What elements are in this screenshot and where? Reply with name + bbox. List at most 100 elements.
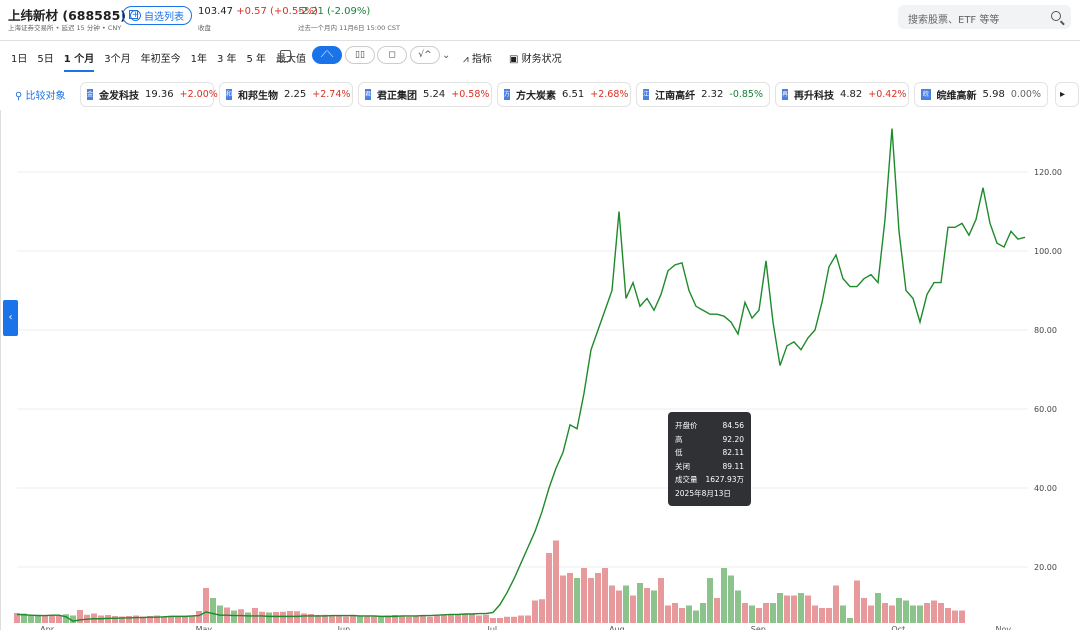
volume-bar: [259, 611, 265, 623]
line-chart-button[interactable]: ⟋⟍: [312, 46, 342, 64]
volume-bar: [399, 616, 405, 623]
search-input[interactable]: 搜索股票、ETF 等等: [898, 5, 1071, 29]
volume-bar: [553, 540, 559, 623]
compare-chip[interactable]: 金金发科技 19.36 +2.00%: [80, 82, 218, 107]
volume-bar: [840, 605, 846, 623]
period-change: -2.21 (-2.09%): [298, 6, 371, 17]
scroll-right-button[interactable]: ▸: [1055, 82, 1079, 107]
volume-bar: [511, 616, 517, 623]
volume-bar: [112, 616, 118, 623]
range-tab[interactable]: 1年: [190, 54, 207, 65]
volume-bar: [56, 615, 62, 623]
chevron-down-icon[interactable]: ⌄: [442, 50, 451, 61]
compare-chip[interactable]: 再再升科技 4.82 +0.42%: [775, 82, 909, 107]
x-tick-label: Jul: [486, 625, 497, 630]
volume-bar: [476, 615, 482, 623]
price-chart[interactable]: 20.00 40.00 60.00 80.00 100.00 120.00 Apr May Ju…: [0, 110, 1080, 630]
volume-bar: [644, 588, 650, 623]
compare-chip[interactable]: 和和邦生物 2.25 +2.74%: [219, 82, 353, 107]
y-tick-label: 60.00: [1034, 405, 1057, 414]
period-caption: 过去一个月内 11月6日 15:00 CST: [298, 24, 400, 32]
volume-bar: [749, 605, 755, 623]
volume-bar: [742, 603, 748, 623]
volume-bar: [560, 575, 566, 623]
calendar-icon[interactable]: [280, 50, 291, 62]
volume-bar: [434, 615, 440, 623]
collapse-left-button[interactable]: ‹: [3, 300, 18, 336]
x-tick-label: Oct: [891, 625, 905, 630]
volume-bar: [175, 616, 181, 623]
volume-bar: [959, 610, 965, 623]
volume-bar: [826, 608, 832, 623]
financials-button[interactable]: ▣ 财务状况: [509, 54, 562, 65]
volume-bar: [14, 613, 20, 623]
stock-badge-icon: 江: [643, 89, 650, 100]
volume-bar: [357, 615, 363, 623]
volume-bar: [931, 600, 937, 623]
stock-badge-icon: 方: [504, 89, 511, 100]
plus-icon: +: [130, 10, 141, 21]
compare-chip[interactable]: 方方大炭素 6.51 +2.68%: [497, 82, 631, 107]
volume-bar: [665, 605, 671, 623]
price-block: 103.47 +0.57 (+0.55%): [198, 6, 318, 17]
volume-bar: [707, 578, 713, 623]
volume-bar: [882, 603, 888, 623]
volume-bar: [847, 618, 853, 623]
x-tick-label: Sep: [751, 625, 766, 630]
exchange-info: 上海证券交易所 • 延迟 15 分钟 • CNY: [8, 24, 122, 32]
volume-bar: [819, 608, 825, 623]
range-tab[interactable]: 3个月: [104, 54, 131, 65]
range-tab[interactable]: 1 个月: [63, 50, 95, 72]
volume-bar: [217, 605, 223, 623]
volume-bar: [350, 614, 356, 623]
area-chart-button[interactable]: ◻: [377, 46, 407, 64]
watchlist-button[interactable]: + 自选列表: [122, 6, 192, 25]
range-tab[interactable]: 最大值: [276, 54, 307, 65]
x-tick-label: Aug: [609, 625, 625, 630]
volume-bar: [245, 612, 251, 623]
volume-bar: [203, 588, 209, 623]
compare-button[interactable]: ⚲ 比较对象: [15, 91, 66, 102]
volume-bar: [210, 598, 216, 623]
volume-bar: [126, 616, 132, 623]
x-tick-label: Apr: [40, 625, 55, 630]
volume-bar: [413, 616, 419, 623]
volume-bar: [917, 605, 923, 623]
volume-bar: [532, 600, 538, 623]
volume-bar: [266, 612, 272, 623]
range-tab[interactable]: 3 年: [216, 54, 237, 65]
volume-bar: [140, 616, 146, 623]
stock-badge-icon: 金: [87, 89, 94, 100]
volume-bar: [427, 616, 433, 623]
volume-bar: [854, 580, 860, 623]
volume-bar: [343, 616, 349, 623]
volume-bar: [525, 615, 531, 623]
compare-chip[interactable]: 君君正集团 5.24 +0.58%: [358, 82, 492, 107]
range-tab[interactable]: 5 年: [246, 54, 267, 65]
volume-bar: [651, 590, 657, 623]
chart-style-button[interactable]: √^: [410, 46, 440, 64]
compare-chip[interactable]: 江江南高纤 2.32 -0.85%: [636, 82, 770, 107]
volume-bar: [945, 608, 951, 623]
volume-bar: [630, 595, 636, 623]
volume-bar: [721, 568, 727, 623]
volume-bar: [147, 616, 153, 623]
range-tab[interactable]: 年初至今: [140, 54, 181, 65]
volume-bar: [812, 605, 818, 623]
volume-bar: [280, 611, 286, 623]
compare-chip[interactable]: 皖皖维高新 5.98 0.00%: [914, 82, 1048, 107]
volume-bar: [777, 593, 783, 623]
volume-bar: [28, 615, 34, 623]
volume-bar: [469, 613, 475, 623]
volume-bar: [539, 599, 545, 623]
volume-bar: [798, 593, 804, 623]
volume-bar: [420, 616, 426, 623]
range-tab[interactable]: 5日: [37, 54, 54, 65]
indicators-button[interactable]: ⩘ 指标: [463, 54, 492, 65]
range-tab[interactable]: 1日: [11, 54, 28, 65]
search-icon[interactable]: [1051, 11, 1061, 21]
candlestick-button[interactable]: ▯▯: [345, 46, 375, 64]
x-tick-label: Nov: [995, 625, 1011, 630]
volume-bar: [784, 595, 790, 623]
volume-bar: [49, 615, 55, 623]
